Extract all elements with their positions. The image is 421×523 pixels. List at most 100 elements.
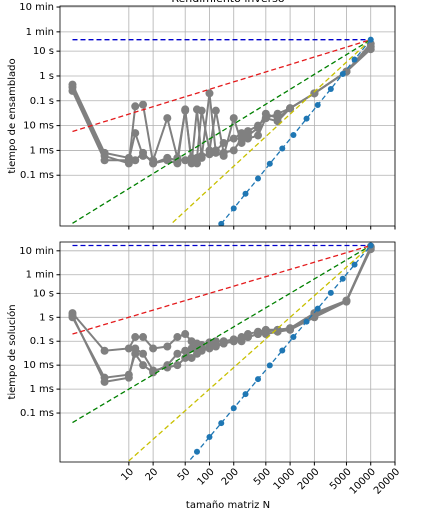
data-point [197, 151, 206, 160]
data-point [237, 337, 246, 346]
data-point [367, 36, 374, 43]
data-point [163, 114, 172, 123]
data-point [266, 160, 273, 167]
y-tick-label: 1 s [39, 312, 54, 323]
data-point [149, 159, 158, 168]
data-point [237, 129, 246, 138]
data-point [149, 366, 158, 375]
data-point [187, 153, 196, 162]
data-point [290, 334, 297, 341]
data-point [279, 145, 286, 152]
data-point [211, 340, 220, 349]
data-point [230, 205, 237, 212]
y-tick-label: 1 min [26, 270, 54, 281]
data-point [218, 420, 225, 427]
y-tick-label: 0.1 s [30, 336, 54, 347]
data-point [230, 405, 237, 412]
data-point [139, 361, 148, 370]
data-point [139, 148, 148, 157]
x-axis-label: tamaño matriz N [186, 500, 270, 511]
data-point [131, 344, 140, 353]
data-point [286, 325, 295, 334]
data-point [193, 448, 200, 455]
x-tick-label: 200 [220, 466, 241, 487]
data-point [261, 114, 270, 123]
series-line [128, 245, 372, 462]
data-point [131, 156, 140, 165]
data-point [229, 146, 238, 155]
data-point [205, 342, 214, 351]
x-tick-label: 20 [144, 466, 161, 483]
data-point [197, 106, 206, 115]
series-line [172, 39, 372, 224]
data-point [187, 353, 196, 362]
data-point [342, 297, 351, 306]
data-point [290, 131, 297, 138]
plot-area [68, 36, 375, 226]
x-tick-label: 500 [252, 466, 273, 487]
y-tick-label: 10 min [19, 246, 54, 257]
data-point [211, 106, 220, 115]
data-point [124, 344, 133, 353]
x-tick-label: 2000 [296, 466, 322, 492]
y-tick-label: 1 s [39, 71, 54, 82]
series-line [72, 39, 371, 133]
x-tick-label: 10000 [348, 466, 378, 496]
data-point [339, 275, 346, 282]
data-point [339, 71, 346, 78]
data-point [327, 289, 334, 296]
data-point [219, 148, 228, 157]
data-point [124, 373, 133, 382]
x-tick-label: 1000 [272, 466, 298, 492]
data-point [273, 109, 282, 118]
data-point [218, 220, 225, 226]
y-axis-label: tiempo de ensamblado [7, 58, 18, 173]
data-point [314, 101, 321, 108]
data-point [366, 45, 375, 54]
data-point [206, 433, 213, 440]
x-tick-label: 50 [176, 466, 193, 483]
data-point [205, 150, 214, 159]
data-point [254, 330, 263, 339]
data-point [173, 156, 182, 165]
data-point [100, 377, 109, 386]
data-point [243, 127, 252, 136]
x-tick-label: 100 [195, 466, 216, 487]
data-point [310, 89, 319, 98]
data-point [351, 261, 358, 268]
chart-title: Rendimiento inverso [171, 0, 285, 5]
y-tick-label: 10 s [33, 288, 54, 299]
data-point [131, 333, 140, 342]
y-tick-label: 10 ms [23, 121, 54, 132]
data-point [254, 121, 263, 130]
data-point [314, 305, 321, 312]
y-tick-label: 1 ms [30, 384, 55, 395]
plot-frame [59, 241, 396, 463]
x-tick-label: 10 [119, 466, 136, 483]
data-point [266, 362, 273, 369]
data-point [131, 129, 140, 138]
y-tick-label: 1 min [26, 27, 54, 38]
y-tick-label: 10 ms [23, 360, 54, 371]
data-point [219, 138, 228, 147]
data-point [279, 347, 286, 354]
data-point [100, 346, 109, 355]
data-point [100, 148, 109, 157]
data-point [255, 175, 262, 182]
data-point [173, 333, 182, 342]
series-line [187, 245, 372, 462]
data-point [181, 330, 190, 339]
y-tick-label: 0.1 s [30, 96, 54, 107]
data-point [255, 376, 262, 383]
data-point [243, 333, 252, 342]
data-point [197, 344, 206, 353]
data-point [163, 153, 172, 162]
data-point [68, 80, 77, 89]
data-point [181, 106, 190, 115]
series-line [72, 244, 371, 335]
data-point [181, 156, 190, 165]
data-point [351, 56, 358, 63]
data-point [242, 391, 249, 398]
data-point [131, 102, 140, 111]
